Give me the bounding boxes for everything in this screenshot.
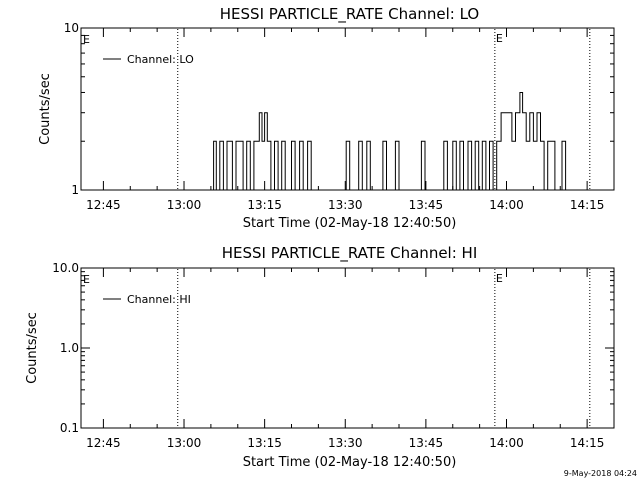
x-axis-label: Start Time (02-May-18 12:40:50) bbox=[243, 455, 457, 470]
event-marker: E bbox=[496, 272, 503, 285]
chart-panel-lo: HESSI PARTICLE_RATE Channel: LO 1 10 12:45 1… bbox=[38, 5, 615, 231]
corner-marker: E bbox=[83, 33, 90, 46]
y-axis-label: Counts/sec bbox=[38, 73, 53, 145]
x-tick-label: 13:15 bbox=[247, 436, 282, 450]
y-tick-label: 1 bbox=[71, 183, 79, 197]
x-tick-label: 13:30 bbox=[328, 436, 363, 450]
y-tick-label: 0.1 bbox=[60, 421, 79, 435]
data-series-line bbox=[210, 92, 571, 191]
x-axis-label: Start Time (02-May-18 12:40:50) bbox=[243, 216, 457, 231]
x-tick-label: 12:45 bbox=[86, 436, 121, 450]
legend-entry: Channel: HI bbox=[127, 293, 191, 306]
x-tick-label: 13:30 bbox=[328, 198, 363, 212]
x-tick-label: 13:45 bbox=[409, 198, 444, 212]
x-tick-label: 14:15 bbox=[570, 436, 605, 450]
x-tick-label: 13:45 bbox=[409, 436, 444, 450]
x-tick-label: 14:00 bbox=[489, 436, 524, 450]
footer-timestamp: 9-May-2018 04:24 bbox=[564, 469, 637, 478]
legend-entry: Channel: LO bbox=[127, 53, 194, 66]
x-tick-label: 14:15 bbox=[570, 198, 605, 212]
event-marker: E bbox=[496, 32, 503, 45]
y-tick-label: 10 bbox=[64, 21, 79, 35]
x-tick-label: 13:15 bbox=[247, 198, 282, 212]
x-tick-label: 12:45 bbox=[86, 198, 121, 212]
y-axis-label: Counts/sec bbox=[25, 312, 40, 384]
plot-frame bbox=[80, 27, 615, 191]
x-tick-label: 14:00 bbox=[489, 198, 524, 212]
chart-title: HESSI PARTICLE_RATE Channel: HI bbox=[222, 244, 478, 263]
chart-panel-hi: HESSI PARTICLE_RATE Channel: HI 0.1 1.0 10.… bbox=[25, 244, 615, 470]
y-tick-label: 10.0 bbox=[52, 261, 79, 275]
x-tick-label: 13:00 bbox=[167, 436, 202, 450]
plot-frame bbox=[80, 267, 615, 429]
y-tick-label: 1.0 bbox=[60, 341, 79, 355]
x-tick-label: 13:00 bbox=[167, 198, 202, 212]
chart-title: HESSI PARTICLE_RATE Channel: LO bbox=[220, 5, 479, 24]
corner-marker: E bbox=[83, 273, 90, 286]
